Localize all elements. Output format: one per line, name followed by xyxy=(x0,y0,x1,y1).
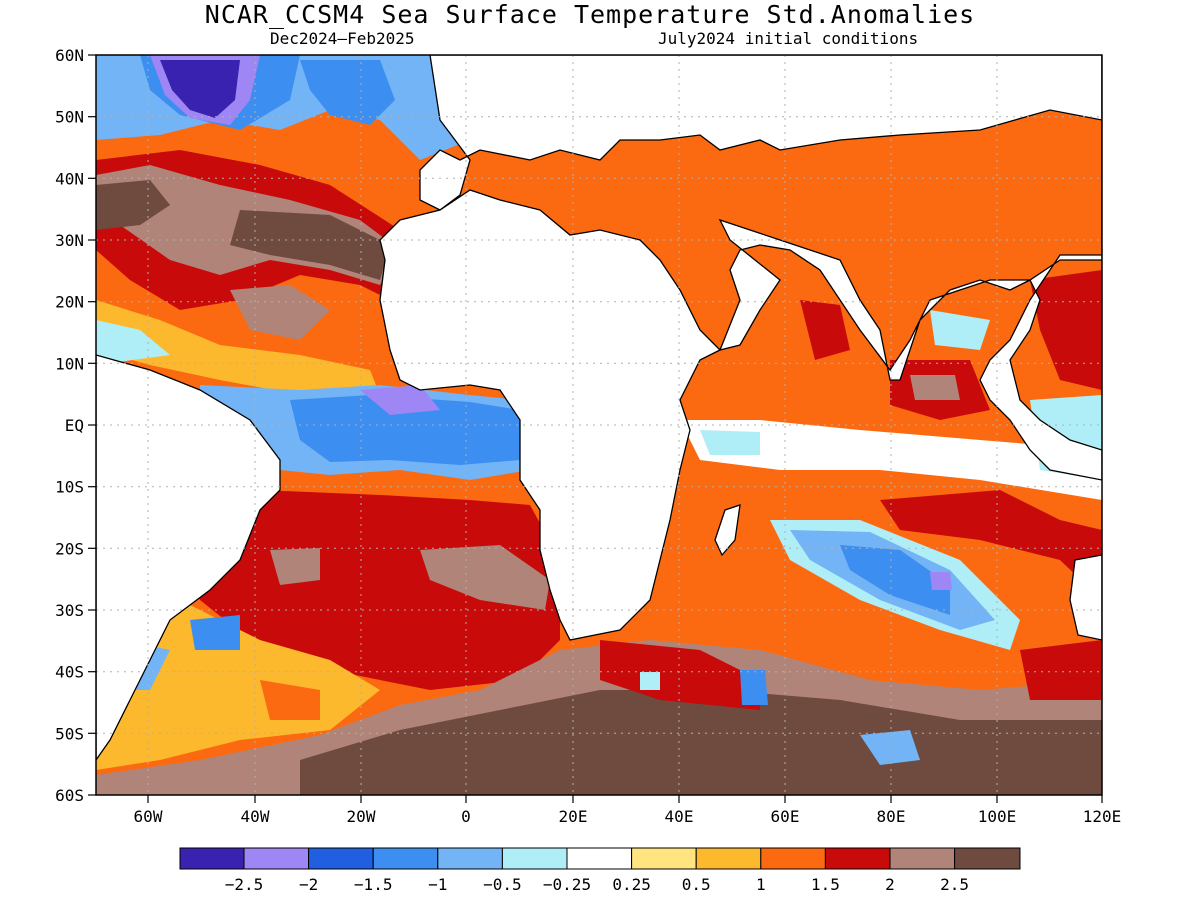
lon-label: 20W xyxy=(347,807,376,826)
lon-label: 40W xyxy=(241,807,270,826)
colorbar-swatch xyxy=(889,847,956,870)
colorbar-label: 1 xyxy=(756,875,766,894)
lat-label: 20S xyxy=(55,539,84,558)
colorbar-swatch xyxy=(437,847,503,870)
initial-conditions: July2024 initial conditions xyxy=(658,29,919,48)
lat-label: 30N xyxy=(55,231,84,250)
lat-label: 40S xyxy=(55,663,84,682)
colorbar-label: −0.25 xyxy=(543,875,591,894)
lon-label: 0 xyxy=(461,807,471,826)
lat-label: 50N xyxy=(55,108,84,127)
colorbar-swatch xyxy=(631,847,697,870)
lat-label: 60N xyxy=(55,46,84,65)
lon-label: 60E xyxy=(771,807,800,826)
lon-label: 40E xyxy=(665,807,694,826)
colorbar-swatch xyxy=(179,847,245,870)
colorbar-label: 1.5 xyxy=(811,875,840,894)
lat-label: EQ xyxy=(65,416,84,435)
colorbar-swatch xyxy=(954,847,1021,870)
colorbar-label: 2 xyxy=(885,875,895,894)
colorbar: −2.5 −2 −1.5 −1 −0.5 −0.25 0.25 0.5 1 1.… xyxy=(179,847,1021,894)
colorbar-label: −0.5 xyxy=(483,875,522,894)
colorbar-swatch xyxy=(760,847,826,870)
colorbar-swatch xyxy=(566,847,633,870)
lon-label: 60W xyxy=(134,807,163,826)
axis-ticks xyxy=(88,54,1103,803)
colorbar-swatch xyxy=(372,847,439,870)
map-title: NCAR_CCSM4 Sea Surface Temperature Std.A… xyxy=(204,0,976,29)
lat-label: 50S xyxy=(55,724,84,743)
lon-label: 80E xyxy=(877,807,906,826)
longitude-labels: 60W 40W 20W 0 20E 40E 60E 80E 100E 120E xyxy=(134,807,1122,826)
colorbar-label: −1 xyxy=(428,875,447,894)
colorbar-swatch xyxy=(308,847,374,870)
lat-label: 10N xyxy=(55,354,84,373)
colorbar-swatch xyxy=(695,847,762,870)
colorbar-label: −2.5 xyxy=(225,875,264,894)
lon-label: 20E xyxy=(559,807,588,826)
colorbar-label: 2.5 xyxy=(940,875,969,894)
lon-label: 120E xyxy=(1083,807,1122,826)
colorbar-label: −2 xyxy=(299,875,318,894)
graticule xyxy=(96,55,1102,795)
lat-label: 60S xyxy=(55,786,84,805)
lat-label: 20N xyxy=(55,293,84,312)
colorbar-label: 0.25 xyxy=(612,875,651,894)
colorbar-swatch xyxy=(243,847,310,870)
colorbar-swatch xyxy=(824,847,891,870)
forecast-period: Dec2024–Feb2025 xyxy=(270,29,415,48)
colorbar-label: 0.5 xyxy=(682,875,711,894)
colorbar-swatch xyxy=(501,847,568,870)
lon-label: 100E xyxy=(978,807,1017,826)
colorbar-label: −1.5 xyxy=(354,875,393,894)
lat-label: 30S xyxy=(55,601,84,620)
anomaly-field xyxy=(96,55,1102,795)
lat-label: 10S xyxy=(55,478,84,497)
lat-label: 40N xyxy=(55,169,84,188)
land xyxy=(96,55,1102,762)
latitude-labels: 60N 50N 40N 30N 20N 10N EQ 10S 20S 30S 4… xyxy=(55,46,84,805)
